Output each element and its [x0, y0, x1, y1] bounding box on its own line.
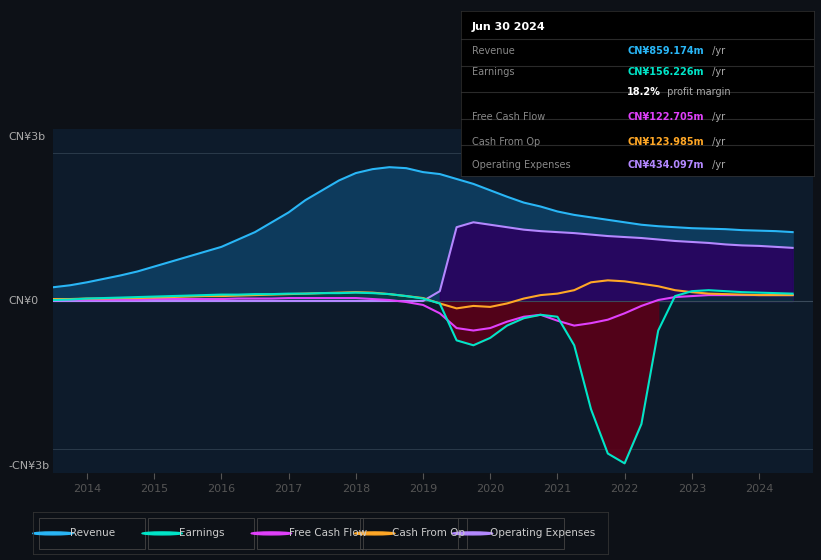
Circle shape	[33, 532, 73, 535]
Text: Cash From Op: Cash From Op	[472, 137, 540, 147]
Text: 18.2%: 18.2%	[627, 87, 661, 97]
Circle shape	[355, 532, 395, 535]
Circle shape	[452, 532, 493, 535]
Circle shape	[251, 532, 291, 535]
Text: /yr: /yr	[709, 160, 725, 170]
Text: CN¥123.985m: CN¥123.985m	[627, 137, 704, 147]
Text: Jun 30 2024: Jun 30 2024	[472, 22, 546, 32]
Circle shape	[142, 532, 182, 535]
Text: Revenue: Revenue	[472, 46, 515, 56]
Text: Earnings: Earnings	[472, 67, 515, 77]
Text: Operating Expenses: Operating Expenses	[490, 529, 595, 538]
Text: /yr: /yr	[709, 67, 725, 77]
Text: -CN¥3b: -CN¥3b	[8, 461, 49, 471]
Text: CN¥0: CN¥0	[8, 296, 39, 306]
Text: /yr: /yr	[709, 46, 725, 56]
Text: Cash From Op: Cash From Op	[392, 529, 465, 538]
Text: Operating Expenses: Operating Expenses	[472, 160, 571, 170]
Text: Free Cash Flow: Free Cash Flow	[472, 112, 545, 122]
Text: CN¥122.705m: CN¥122.705m	[627, 112, 704, 122]
Text: Earnings: Earnings	[180, 529, 225, 538]
Text: Free Cash Flow: Free Cash Flow	[289, 529, 367, 538]
Text: /yr: /yr	[709, 137, 725, 147]
Text: CN¥156.226m: CN¥156.226m	[627, 67, 704, 77]
Text: profit margin: profit margin	[664, 87, 731, 97]
Text: Revenue: Revenue	[71, 529, 115, 538]
Text: CN¥434.097m: CN¥434.097m	[627, 160, 704, 170]
Text: /yr: /yr	[709, 112, 725, 122]
Text: CN¥859.174m: CN¥859.174m	[627, 46, 704, 56]
Text: CN¥3b: CN¥3b	[8, 132, 45, 142]
